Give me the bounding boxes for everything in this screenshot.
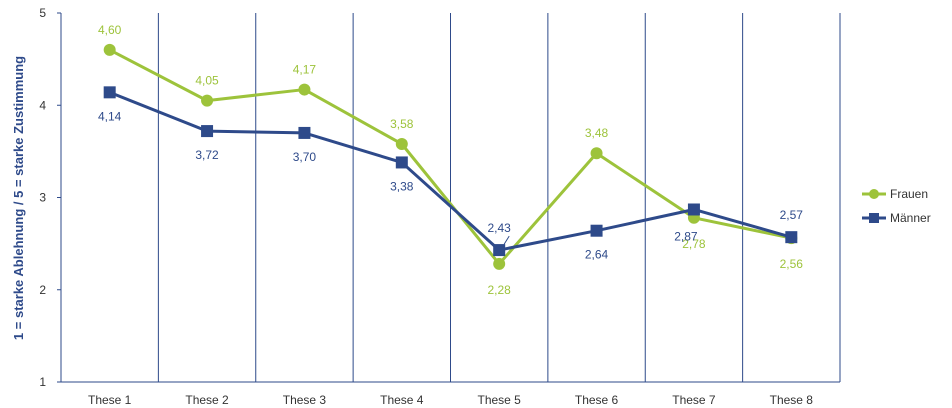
data-label-maenner: 3,70 — [293, 150, 317, 164]
data-label-frauen: 3,48 — [585, 126, 609, 140]
x-tick-label: These 1 — [88, 393, 132, 407]
y-tick-label: 3 — [39, 191, 46, 205]
legend-label-frauen: Frauen — [890, 187, 928, 201]
series-group — [103, 43, 798, 270]
legend-label-männer: Männer — [890, 211, 931, 225]
x-tick-label: These 3 — [283, 393, 327, 407]
data-point-männer — [201, 125, 214, 138]
data-point-frauen — [298, 83, 311, 96]
data-label-maenner: 3,38 — [390, 179, 414, 193]
y-tick-label: 2 — [39, 283, 46, 297]
data-point-männer — [493, 244, 506, 257]
data-point-frauen — [395, 137, 408, 150]
data-label-maenner: 2,64 — [585, 248, 609, 262]
legend: Frauen Männer — [862, 187, 931, 225]
legend-marker-frauen — [869, 189, 879, 199]
data-label-maenner: 2,43 — [488, 221, 512, 235]
data-label-frauen: 4,60 — [98, 23, 122, 37]
series-line-männer — [109, 90, 792, 252]
data-label-frauen: 2,28 — [488, 283, 512, 297]
y-tick-label: 4 — [39, 98, 46, 112]
data-point-frauen — [590, 147, 603, 160]
data-point-frauen — [103, 43, 116, 56]
y-tick-label: 5 — [39, 6, 46, 20]
x-tick-labels: These 1 These 2 These 3 These 4 These 5 These… — [88, 393, 813, 407]
data-point-frauen — [493, 257, 506, 270]
x-tick-label: These 7 — [672, 393, 716, 407]
x-tick-label: These 8 — [770, 393, 814, 407]
y-tick-label: 1 — [39, 375, 46, 389]
axes — [57, 12, 840, 383]
data-label-maenner: 4,14 — [98, 109, 122, 123]
data-label-maenner: 2,87 — [674, 229, 698, 243]
data-point-männer — [395, 156, 408, 169]
x-tick-label: These 5 — [478, 393, 522, 407]
data-point-männer — [590, 224, 603, 237]
data-label-maenner: 3,72 — [195, 148, 219, 162]
x-tick-label: These 4 — [380, 393, 424, 407]
x-tick-label: These 2 — [185, 393, 229, 407]
data-point-männer — [687, 203, 700, 216]
y-axis-label: 1 = starke Ablehnung / 5 = starke Zustim… — [11, 56, 26, 340]
data-point-frauen — [201, 94, 214, 107]
data-label-frauen: 3,58 — [390, 117, 414, 131]
series-line-frauen — [108, 48, 792, 266]
data-point-männer — [785, 231, 798, 244]
data-label-frauen: 2,56 — [780, 257, 804, 271]
y-tick-labels: 1 2 3 4 5 — [39, 6, 46, 389]
grid-lines — [157, 13, 841, 382]
x-tick-label: These 6 — [575, 393, 619, 407]
legend-marker-männer — [869, 213, 879, 223]
data-label-frauen: 2,78 — [682, 237, 706, 251]
data-label-frauen: 4,17 — [293, 63, 317, 77]
data-label-maenner: 2,57 — [780, 208, 804, 222]
data-point-männer — [298, 126, 311, 139]
data-point-männer — [103, 86, 116, 99]
data-label-frauen: 4,05 — [195, 74, 219, 88]
data-label-leader — [503, 235, 510, 245]
data-labels: 4,60 4,05 4,17 3,58 2,28 3,48 2,78 2,56 4,14 3,72… — [98, 23, 803, 297]
